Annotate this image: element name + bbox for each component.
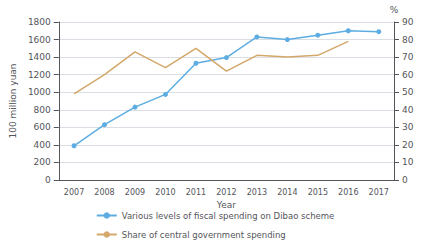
svg-text:2015: 2015: [308, 188, 328, 197]
svg-text:2014: 2014: [277, 188, 297, 197]
svg-text:600: 600: [34, 122, 51, 132]
svg-text:2010: 2010: [155, 188, 175, 197]
svg-text:60: 60: [402, 70, 414, 80]
svg-text:0: 0: [45, 175, 51, 185]
svg-text:%: %: [390, 5, 399, 15]
svg-text:1600: 1600: [28, 35, 51, 45]
svg-text:40: 40: [402, 105, 414, 115]
svg-text:1000: 1000: [28, 87, 51, 97]
svg-text:Share of central government sp: Share of central government spending: [122, 230, 286, 240]
svg-text:0: 0: [402, 175, 408, 185]
svg-text:2011: 2011: [186, 188, 206, 197]
svg-text:200: 200: [34, 157, 51, 167]
svg-text:10: 10: [402, 157, 414, 167]
svg-text:800: 800: [34, 105, 51, 115]
svg-text:2013: 2013: [247, 188, 267, 197]
svg-text:20: 20: [402, 140, 414, 150]
svg-text:1200: 1200: [28, 70, 51, 80]
svg-text:80: 80: [402, 35, 414, 45]
svg-text:400: 400: [34, 140, 51, 150]
svg-text:2017: 2017: [369, 188, 389, 197]
svg-text:2007: 2007: [64, 188, 84, 197]
svg-text:30: 30: [402, 122, 414, 132]
svg-text:Various levels of fiscal spend: Various levels of fiscal spending on Dib…: [122, 211, 335, 221]
svg-text:50: 50: [402, 87, 414, 97]
svg-text:1800: 1800: [28, 17, 51, 27]
svg-text:1400: 1400: [28, 52, 51, 62]
svg-text:Year: Year: [216, 200, 236, 210]
svg-text:100 million yuan: 100 million yuan: [8, 63, 18, 138]
svg-text:70: 70: [402, 52, 414, 62]
svg-text:2016: 2016: [338, 188, 358, 197]
svg-text:90: 90: [402, 17, 414, 27]
svg-text:2012: 2012: [216, 188, 236, 197]
svg-text:2008: 2008: [94, 188, 114, 197]
svg-text:2009: 2009: [125, 188, 145, 197]
